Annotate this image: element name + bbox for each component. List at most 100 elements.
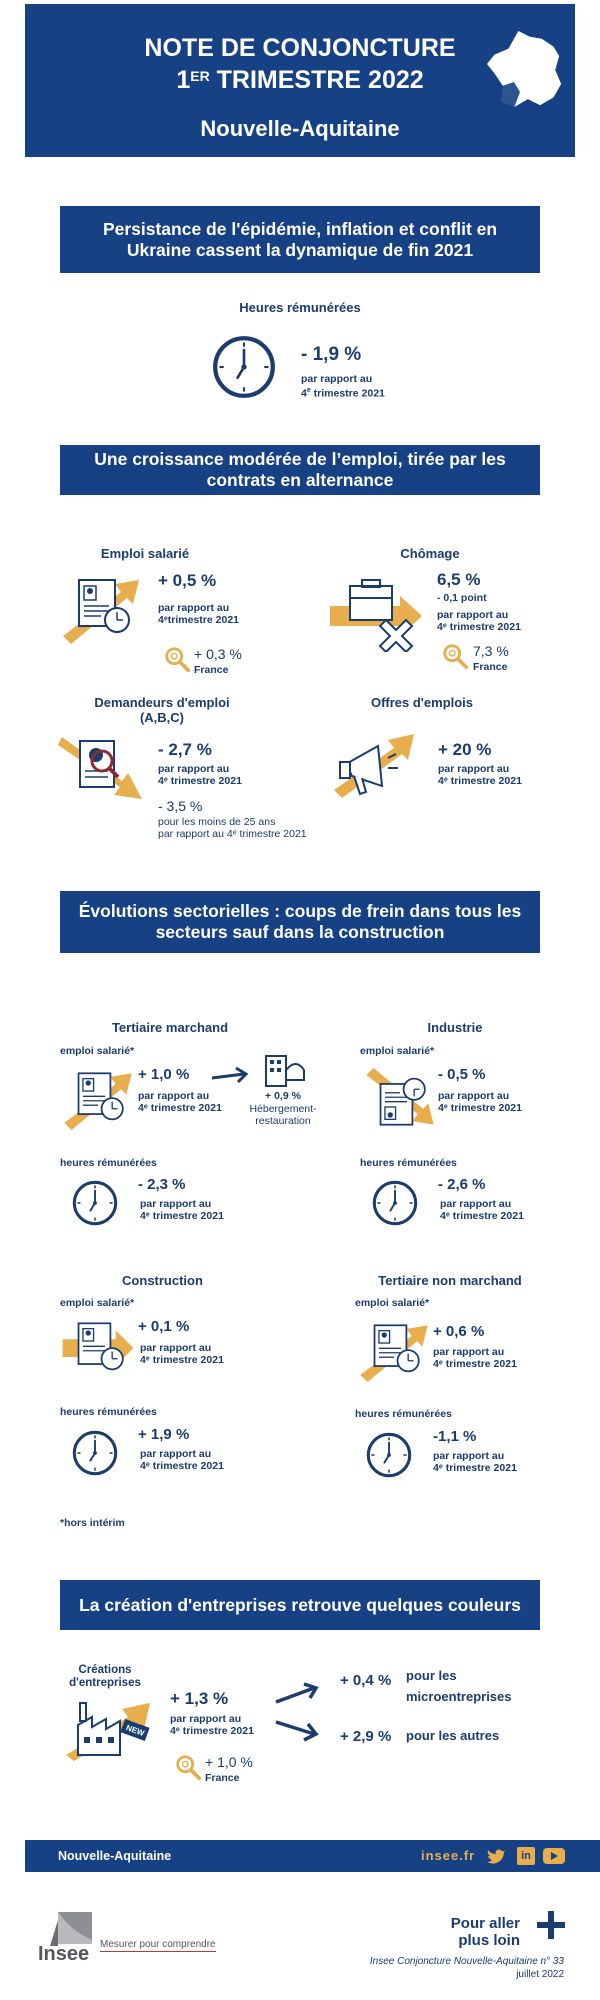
industrie-heures-tag: heures rémunérées — [360, 1157, 457, 1169]
nonmarchand-emploi-value: + 0,6 % — [433, 1323, 485, 1340]
heb-value: + 0,9 % — [265, 1090, 301, 1102]
heures-value: - 1,9 % — [301, 344, 362, 365]
magnifier-icon — [441, 642, 469, 670]
chomage-label: Chômage — [400, 546, 460, 561]
demandeurs-value: - 2,7 % — [158, 740, 212, 759]
youtube-icon[interactable] — [543, 1847, 565, 1865]
page-subtitle: 1ER TRIMESTRE 2022 — [25, 66, 575, 95]
construction-title: Construction — [122, 1273, 203, 1288]
region-title: Nouvelle-Aquitaine — [200, 116, 400, 141]
heb-label: Hébergement-restauration — [249, 1103, 317, 1127]
offres-sub: par rapport au 4ᵉ trimestre 2021 — [438, 763, 522, 787]
magnifier-icon — [174, 1753, 202, 1781]
construction-emploi-value: + 0,1 % — [138, 1318, 190, 1335]
construction-emploi-sub: par rapport au 4ᵉ trimestre 2021 — [140, 1342, 224, 1366]
construction-heures-sub: par rapport au 4ᵉ trimestre 2021 — [140, 1448, 224, 1472]
publication-date: juillet 2022 — [516, 1969, 564, 1980]
nonmarchand-heures-value: -1,1 % — [433, 1428, 477, 1445]
insee-link[interactable]: insee.fr — [421, 1848, 476, 1863]
subtitle-rest: TRIMESTRE 2022 — [209, 66, 424, 94]
tertiaire-emploi-value: + 1,0 % — [138, 1066, 190, 1083]
arrow-down-right-icon — [275, 1720, 319, 1742]
nonmarchand-emploi-tag: emploi salarié* — [355, 1297, 430, 1309]
micro-value: + 0,4 % — [340, 1672, 392, 1689]
megaphone-icon — [334, 734, 414, 798]
job-seekers-icon — [58, 737, 142, 799]
employment-doc-icon — [356, 1320, 432, 1382]
tertiaire-emploi-sub: par rapport au 4ᵉ trimestre 2021 — [138, 1090, 222, 1114]
creations-france-value: + 1,0 % — [205, 1754, 253, 1770]
clock-icon — [212, 335, 276, 399]
magnifier-icon — [163, 645, 191, 673]
nonmarchand-emploi-sub: par rapport au 4ᵉ trimestre 2021 — [433, 1346, 517, 1370]
micro-label: pour les microentreprises — [406, 1668, 512, 1704]
clock-icon — [72, 1180, 118, 1226]
france-map-icon — [485, 29, 563, 109]
more-info[interactable]: Pour aller plus loin — [450, 1915, 520, 1949]
offres-value: + 20 % — [438, 740, 492, 759]
nonmarchand-heures-tag: heures rémunérées — [355, 1408, 452, 1420]
page-title: NOTE DE CONJONCTURE — [144, 34, 456, 62]
nonmarchand-heures-sub: par rapport au 4ᵉ trimestre 2021 — [433, 1450, 517, 1474]
clock-icon — [72, 1430, 118, 1476]
insee-logo-icon — [50, 1912, 92, 1946]
linkedin-icon[interactable]: in — [517, 1847, 535, 1865]
emploi-france-value: + 0,3 % — [194, 646, 242, 662]
plus-icon[interactable] — [535, 1909, 567, 1941]
heures-sub: par rapport au 4e trimestre 2021 — [301, 373, 385, 400]
industrie-heures-value: - 2,6 % — [438, 1176, 486, 1193]
construction-emploi-tag: emploi salarié* — [60, 1297, 135, 1309]
industrie-emploi-tag: emploi salarié* — [360, 1045, 435, 1057]
publication-title: Insee Conjoncture Nouvelle-Aquitaine n° … — [369, 1956, 564, 1967]
autres-label: pour les autres — [406, 1728, 500, 1743]
creations-france-label: France — [205, 1772, 240, 1784]
footnote: *hors intérim — [60, 1517, 125, 1529]
section2-banner: Une croissance modérée de l’emploi, tiré… — [60, 445, 540, 495]
creations-value: + 1,3 % — [170, 1689, 229, 1708]
demandeurs-young-value: - 3,5 % — [158, 798, 203, 814]
insee-tagline: Mesurer pour comprendre — [100, 1939, 216, 1952]
creations-label: Créations d'entreprises — [69, 1664, 141, 1689]
subtitle-number: 1 — [176, 66, 191, 94]
chomage-france-value: 7,3 % — [473, 643, 509, 659]
heures-label: Heures rémunérées — [239, 300, 361, 315]
clock-icon — [366, 1432, 412, 1478]
briefcase-icon — [330, 579, 422, 652]
tertiaire-heures-sub: par rapport au 4ᵉ trimestre 2021 — [140, 1198, 224, 1222]
emploi-label: Emploi salarié — [100, 546, 190, 561]
footer-region: Nouvelle-Aquitaine — [58, 1849, 172, 1863]
tertiaire-heures-value: - 2,3 % — [138, 1176, 186, 1193]
section4-banner: La création d'entreprises retrouve quelq… — [60, 1580, 540, 1630]
chomage-point: - 0,1 point — [437, 592, 487, 604]
tertiaire-title: Tertiaire marchand — [111, 1020, 229, 1035]
twitter-icon[interactable] — [487, 1848, 507, 1864]
construction-heures-tag: heures rémunérées — [60, 1406, 157, 1418]
heures-sub1: par rapport au — [301, 373, 373, 385]
employment-doc-icon — [60, 1068, 136, 1130]
arrow-up-right-icon — [275, 1682, 319, 1704]
emploi-sub: par rapport au 4ᵉtrimestre 2021 — [158, 602, 240, 626]
insee-logo-text: Insee — [38, 1943, 90, 1965]
arrow-right-icon — [211, 1066, 249, 1084]
header-banner: NOTE DE CONJONCTURE 1ER TRIMESTRE 2022 N… — [25, 4, 575, 157]
section1-banner: Persistance de l'épidémie, inflation et … — [60, 206, 540, 273]
industrie-heures-sub: par rapport au 4ᵉ trimestre 2021 — [440, 1198, 524, 1222]
emploi-france-label: France — [194, 664, 229, 676]
offres-label: Offres d'emplois — [370, 695, 474, 710]
heures-sub2: 4e trimestre 2021 — [301, 387, 385, 400]
clock-icon — [372, 1180, 418, 1226]
demandeurs-young-sub: pour les moins de 25 ans par rapport au 4… — [158, 816, 307, 840]
chomage-france-label: France — [473, 661, 508, 673]
employment-doc-down-icon — [362, 1068, 438, 1130]
footer-bar: Nouvelle-Aquitaine insee.fr in — [25, 1840, 600, 1872]
hotel-restaurant-icon — [265, 1055, 305, 1087]
factory-icon: NEW — [66, 1702, 150, 1761]
industrie-emploi-value: - 0,5 % — [438, 1066, 486, 1083]
autres-value: + 2,9 % — [340, 1728, 392, 1745]
creations-sub: par rapport au 4ᵉ trimestre 2021 — [170, 1713, 254, 1737]
tertiaire-heures-tag: heures rémunérées — [60, 1157, 157, 1169]
demandeurs-sub: par rapport au 4ᵉ trimestre 2021 — [158, 763, 242, 787]
chomage-sub: par rapport au 4ᵉ trimestre 2021 — [437, 609, 521, 633]
nonmarchand-title: Tertiaire non marchand — [378, 1273, 522, 1288]
industrie-emploi-sub: par rapport au 4ᵉ trimestre 2021 — [438, 1090, 522, 1114]
